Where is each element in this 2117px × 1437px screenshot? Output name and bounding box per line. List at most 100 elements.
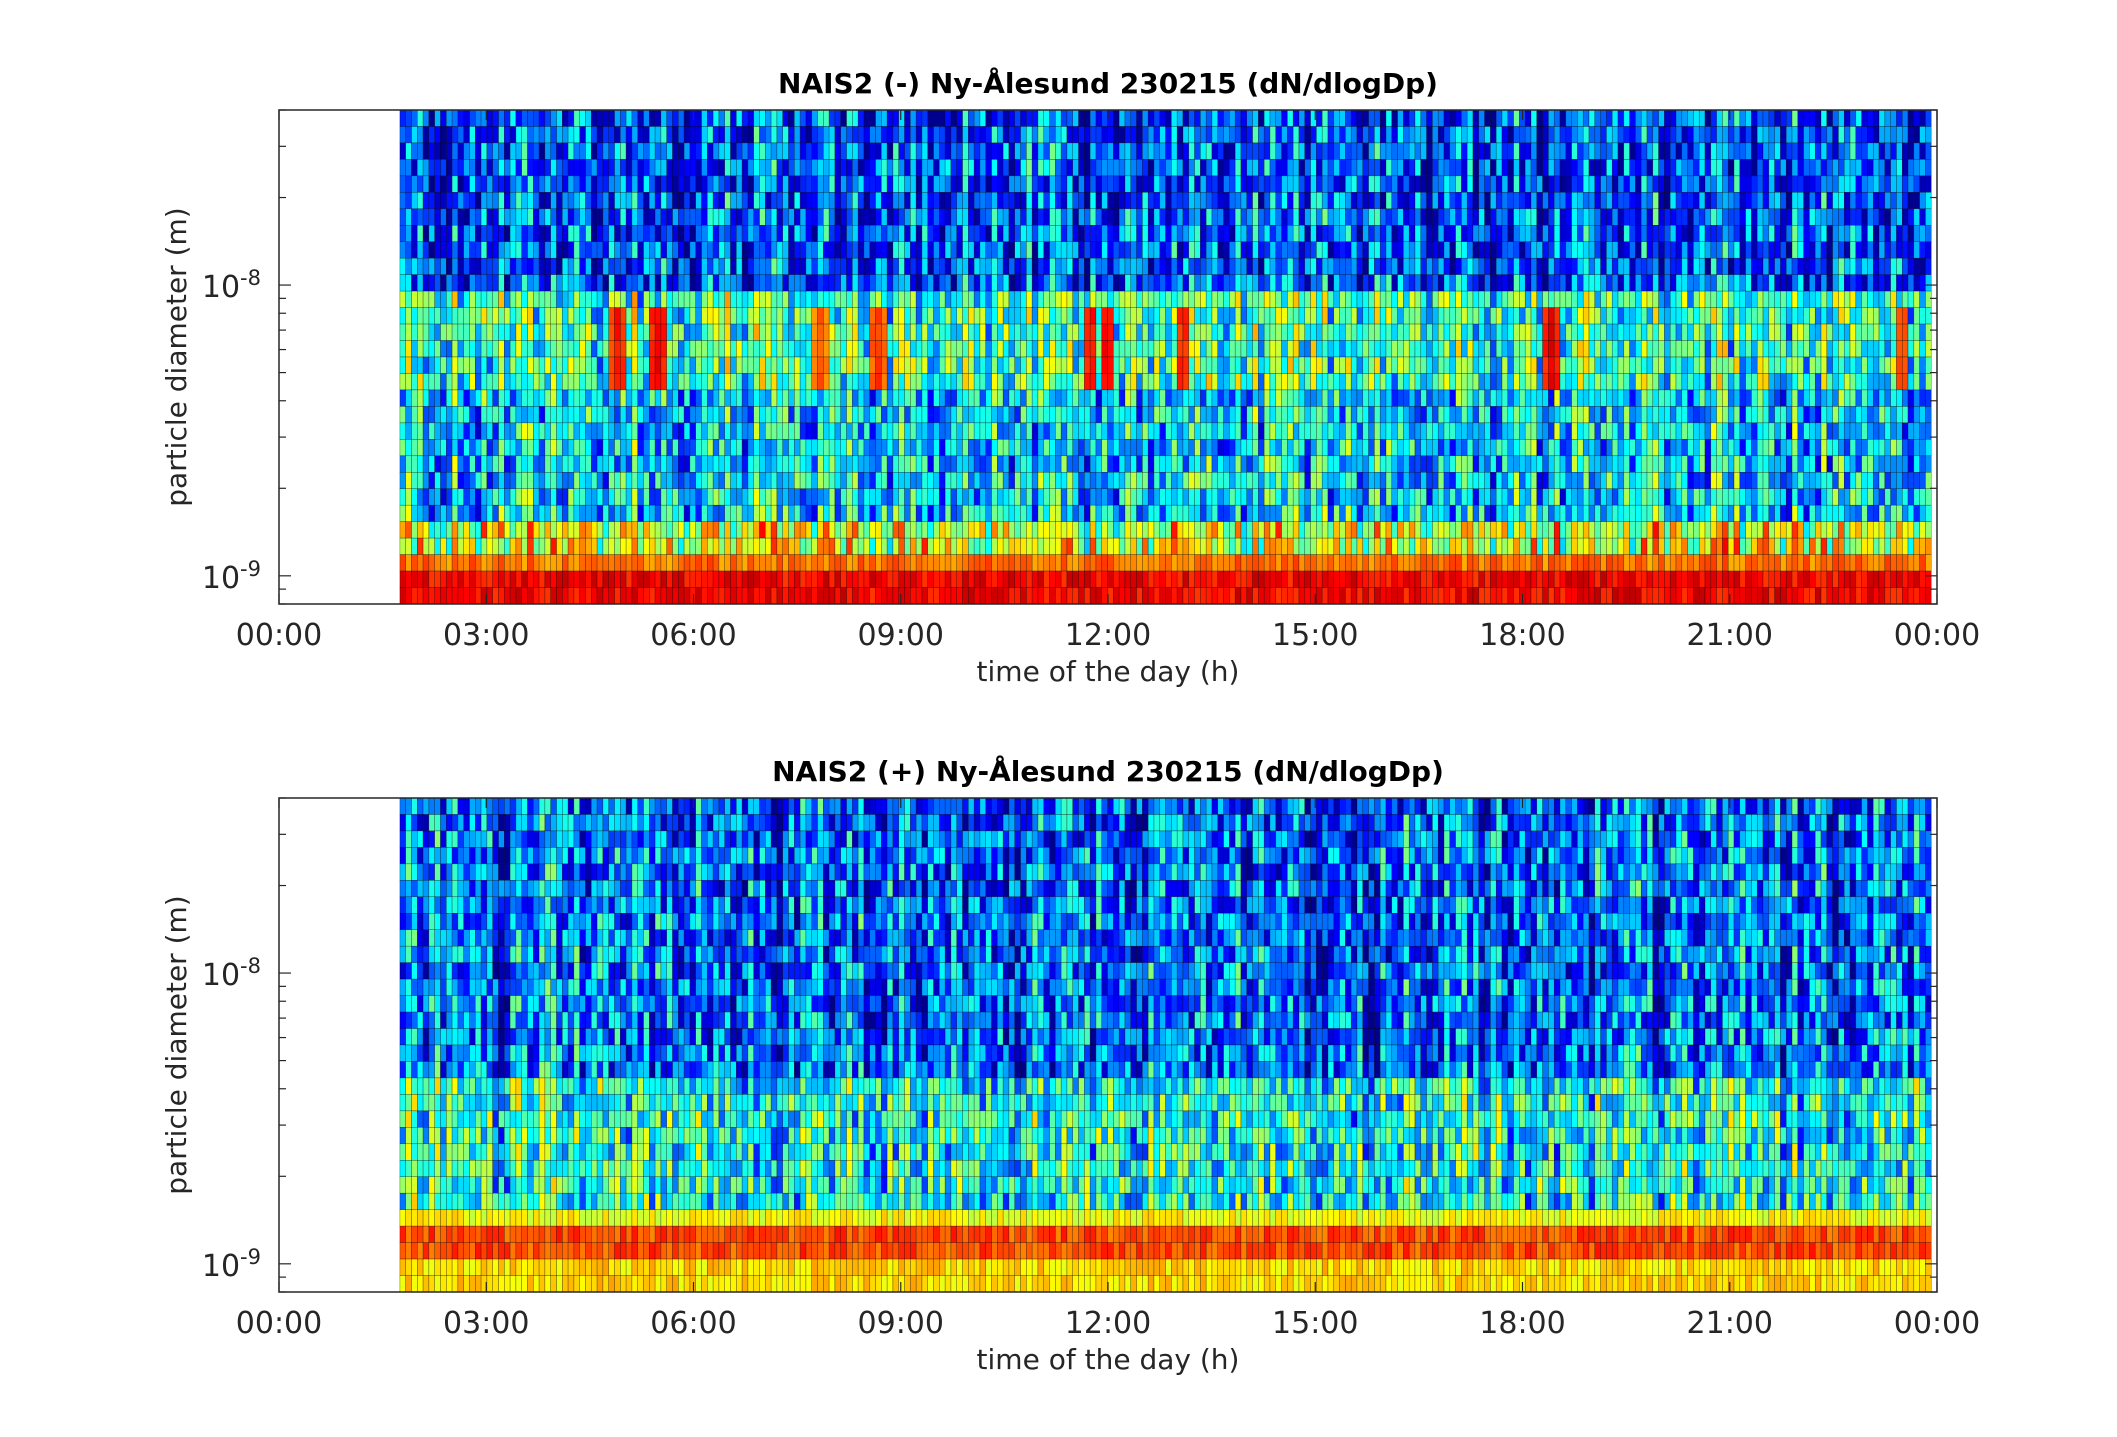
- heatmap-cell: [811, 554, 818, 572]
- heatmap-cell: [1205, 208, 1213, 226]
- heatmap-cell: [997, 175, 1004, 193]
- heatmap-cell: [776, 225, 783, 242]
- heatmap-cell: [1031, 241, 1039, 259]
- heatmap-cell: [1281, 488, 1288, 506]
- heatmap-cell: [712, 340, 720, 358]
- heatmap-cell: [579, 192, 586, 210]
- heatmap-cell: [1014, 406, 1021, 424]
- heatmap-cell: [573, 521, 580, 539]
- heatmap-cell: [631, 406, 638, 424]
- heatmap-cell: [434, 504, 441, 522]
- heatmap-cell: [707, 570, 714, 588]
- heatmap-cell: [1240, 257, 1248, 275]
- heatmap-cell: [1049, 587, 1056, 604]
- heatmap-cell: [475, 340, 482, 358]
- heatmap-cell: [1240, 208, 1248, 226]
- heatmap-cell: [1165, 192, 1172, 210]
- heatmap-cell: [440, 110, 447, 127]
- heatmap-cell: [1333, 340, 1340, 358]
- heatmap-cell: [434, 521, 441, 539]
- heatmap-cell: [1310, 356, 1317, 374]
- heatmap-cell: [475, 126, 482, 144]
- heatmap-cell: [579, 455, 586, 473]
- heatmap-cell: [1258, 406, 1265, 424]
- heatmap-cell: [1194, 488, 1201, 506]
- heatmap-cell: [1078, 323, 1085, 341]
- heatmap-cell: [776, 241, 783, 259]
- heatmap-cell: [927, 455, 934, 473]
- heatmap-cell: [1066, 110, 1074, 127]
- heatmap-cell: [1350, 126, 1358, 144]
- heatmap-cell: [852, 257, 859, 275]
- heatmap-cell: [1275, 323, 1282, 341]
- heatmap-cell: [469, 537, 476, 555]
- heatmap-cell: [1095, 422, 1103, 440]
- heatmap-cell: [863, 307, 870, 325]
- heatmap-cell: [457, 521, 464, 539]
- heatmap-cell: [1043, 307, 1050, 325]
- heatmap-cell: [1310, 307, 1317, 325]
- heatmap-cell: [556, 307, 563, 325]
- heatmap-cell: [1147, 521, 1155, 539]
- heatmap-cell: [1333, 323, 1340, 341]
- heatmap-cell: [620, 406, 627, 424]
- heatmap-cell: [678, 356, 685, 374]
- heatmap-cell: [927, 159, 934, 177]
- heatmap-cell: [823, 389, 830, 407]
- heatmap-cell: [550, 126, 557, 144]
- heatmap-cell: [1281, 587, 1288, 604]
- heatmap-cell: [1136, 340, 1143, 358]
- heatmap-cell: [1223, 406, 1230, 424]
- heatmap-cell: [463, 159, 470, 177]
- heatmap-cell: [718, 373, 725, 391]
- heatmap-cell: [1095, 126, 1103, 144]
- heatmap-cell: [973, 274, 981, 292]
- heatmap-cell: [509, 356, 517, 374]
- heatmap-cell: [1321, 225, 1329, 242]
- heatmap-cell: [1078, 192, 1085, 210]
- heatmap-cell: [1263, 537, 1271, 555]
- heatmap-cell: [428, 142, 435, 160]
- heatmap-cell: [1188, 406, 1195, 424]
- heatmap-cell: [1316, 225, 1323, 242]
- heatmap-cell: [596, 208, 604, 226]
- heatmap-cell: [944, 159, 952, 177]
- heatmap-cell: [625, 340, 633, 358]
- heatmap-cell: [637, 587, 644, 604]
- heatmap-cell: [997, 159, 1004, 177]
- heatmap-cell: [875, 587, 882, 604]
- heatmap-cell: [1240, 225, 1248, 242]
- heatmap-cell: [921, 323, 929, 341]
- heatmap-cell: [904, 126, 911, 144]
- heatmap-cell: [654, 422, 662, 440]
- heatmap-cell: [985, 587, 992, 604]
- heatmap-cell: [1211, 570, 1219, 588]
- heatmap-cell: [544, 455, 551, 473]
- heatmap-cell: [1008, 257, 1016, 275]
- heatmap-cell: [573, 208, 580, 226]
- heatmap-cell: [1229, 257, 1236, 275]
- heatmap-cell: [422, 389, 430, 407]
- heatmap-cell: [1287, 241, 1294, 259]
- heatmap-cell: [573, 323, 580, 341]
- heatmap-cell: [1002, 142, 1010, 160]
- heatmap-cell: [527, 307, 534, 325]
- heatmap-cell: [457, 472, 464, 489]
- heatmap-cell: [614, 521, 621, 539]
- heatmap-cell: [538, 472, 546, 489]
- heatmap-cell: [1275, 241, 1282, 259]
- heatmap-cell: [631, 175, 638, 193]
- heatmap-cell: [620, 587, 627, 604]
- heatmap-cell: [846, 570, 853, 588]
- heatmap-cell: [475, 488, 482, 506]
- heatmap-cell: [741, 126, 749, 144]
- heatmap-cell: [1031, 389, 1039, 407]
- heatmap-cell: [1176, 422, 1184, 440]
- heatmap-cell: [1113, 241, 1120, 259]
- heatmap-cell: [573, 175, 580, 193]
- heatmap-cell: [950, 373, 958, 391]
- heatmap-cell: [828, 587, 836, 604]
- heatmap-cell: [451, 488, 459, 506]
- heatmap-cell: [707, 142, 714, 160]
- heatmap-cell: [1356, 110, 1364, 127]
